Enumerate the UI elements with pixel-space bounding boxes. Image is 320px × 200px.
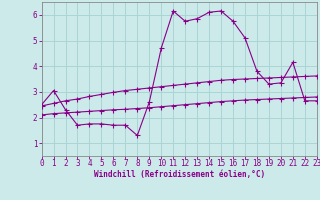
X-axis label: Windchill (Refroidissement éolien,°C): Windchill (Refroidissement éolien,°C) xyxy=(94,170,265,179)
